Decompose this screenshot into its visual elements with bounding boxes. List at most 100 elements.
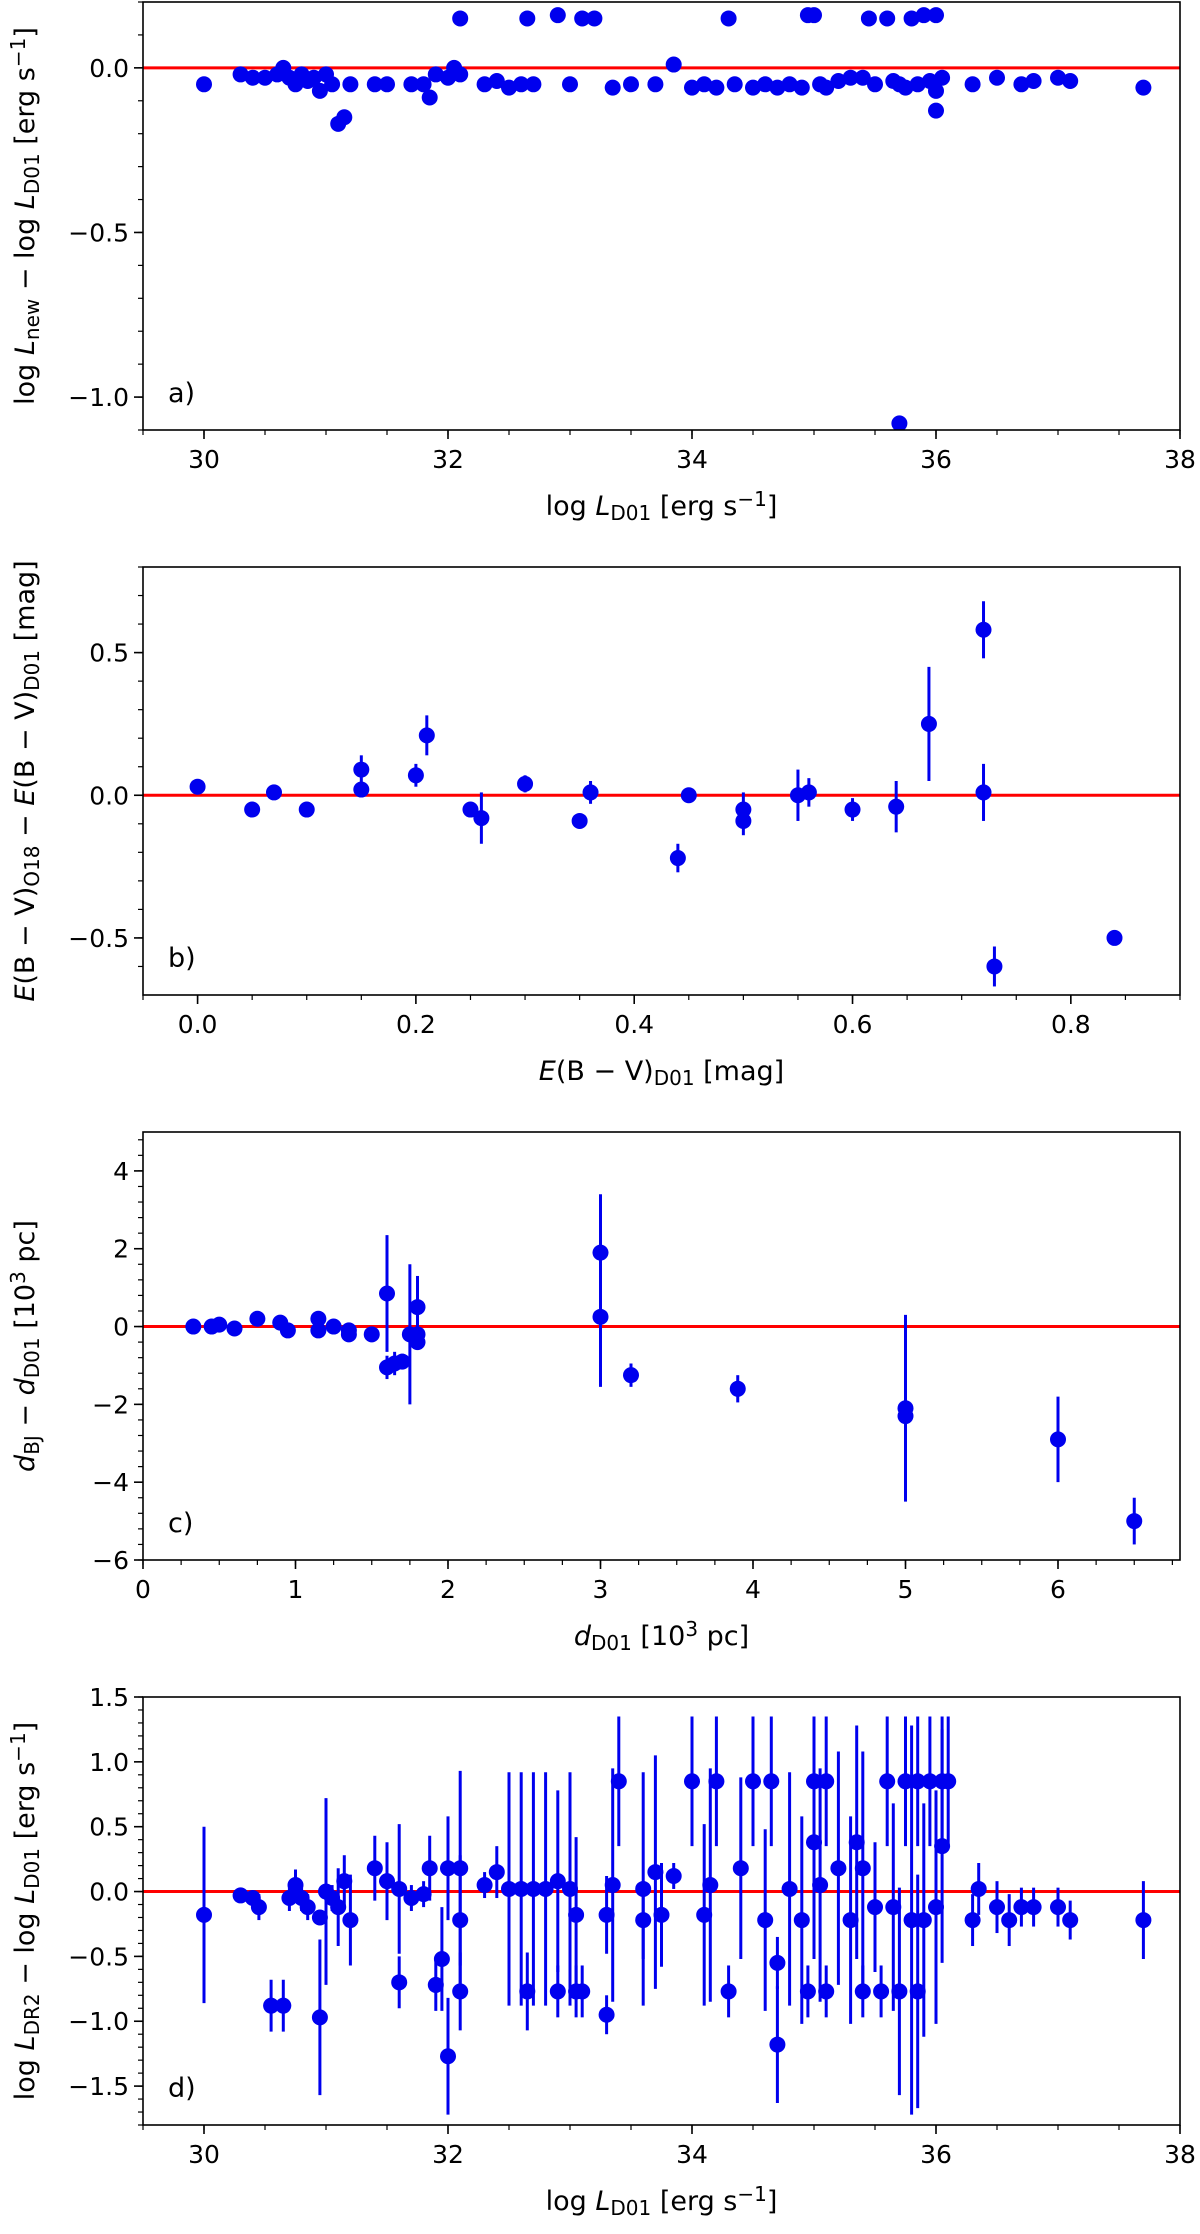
data-point <box>427 1976 444 1993</box>
data-point <box>391 1974 408 1991</box>
data-point <box>745 1773 761 1790</box>
y-tick-label: 0.0 <box>89 781 129 810</box>
data-point <box>897 1408 914 1425</box>
data-point <box>571 812 588 829</box>
label-part-sub2: D01 <box>20 650 44 691</box>
data-point <box>244 801 261 818</box>
label-part-post: [erg s <box>10 67 41 153</box>
label-part-sup: −1 <box>6 38 30 67</box>
x-tick-label: 36 <box>920 2140 952 2169</box>
data-point <box>421 89 438 106</box>
y-tick-label: −1.0 <box>68 383 129 412</box>
label-part-post: [erg s <box>10 1762 41 1848</box>
x-tick-label: 2 <box>440 1575 456 1604</box>
x-axis-label: E(B − V)D01 [mag] <box>539 1056 784 1090</box>
data-point <box>909 76 926 93</box>
data-point <box>562 76 578 93</box>
data-point <box>975 784 992 801</box>
data-point <box>989 69 1005 86</box>
y-tick-label: 0.0 <box>89 54 129 83</box>
y-tick-label: −4 <box>92 1468 129 1497</box>
data-point <box>793 1912 810 1929</box>
x-tick-label: 30 <box>188 445 220 474</box>
data-point <box>1106 929 1123 946</box>
data-point <box>574 10 591 27</box>
data-point <box>311 1909 328 1926</box>
label-part-sub2: D01 <box>20 1848 44 1889</box>
x-tick-label: 0.8 <box>1051 1010 1091 1039</box>
data-point <box>366 1860 383 1877</box>
data-point <box>421 1860 438 1877</box>
data-point <box>446 59 463 76</box>
data-point <box>897 1773 914 1790</box>
data-point <box>665 1867 682 1884</box>
label-part-post: [mag] <box>695 1056 785 1087</box>
data-point <box>1126 1513 1143 1530</box>
data-points <box>196 1716 1152 2115</box>
data-point <box>311 82 328 99</box>
data-point <box>537 1880 554 1897</box>
data-point <box>1025 73 1042 90</box>
data-point <box>517 775 534 792</box>
label-part-sub: BJ <box>20 1435 44 1455</box>
data-point <box>729 1380 746 1397</box>
data-point <box>592 1308 609 1325</box>
data-point <box>781 76 798 93</box>
data-point <box>920 715 937 732</box>
data-points <box>196 7 1152 430</box>
label-part-pre: log <box>10 355 41 405</box>
data-point <box>986 958 1003 975</box>
data-point <box>732 1860 749 1877</box>
label-part-post: [10 <box>632 1621 685 1652</box>
label-part-paren2: (B − V) <box>10 691 41 789</box>
data-point <box>867 1899 883 1916</box>
label-part-end: ] <box>767 2186 778 2217</box>
y-tick-label: −1.0 <box>68 2007 129 2036</box>
y-axis-label: log LDR2 − log LD01 [erg s−1] <box>6 1722 44 2100</box>
x-tick-label: 0.2 <box>396 1010 436 1039</box>
data-point <box>409 1334 426 1351</box>
data-point <box>806 7 822 24</box>
data-point <box>211 1316 228 1333</box>
y-axis-label: E(B − V)O18 − E(B − V)D01 [mag] <box>10 560 44 1001</box>
data-point <box>684 79 700 96</box>
data-point <box>891 415 908 430</box>
data-point <box>409 1299 426 1316</box>
panel-label: a) <box>168 378 195 409</box>
data-point <box>769 1954 786 1971</box>
data-point <box>244 69 261 86</box>
data-point <box>915 7 932 24</box>
y-tick-label: −0.5 <box>68 1942 129 1971</box>
label-part-var: d <box>10 1454 41 1472</box>
data-point <box>928 102 944 119</box>
data-point <box>623 76 639 93</box>
x-tick-label: 0.6 <box>833 1010 873 1039</box>
data-point <box>1013 76 1030 93</box>
data-point <box>1050 1899 1066 1916</box>
data-point <box>340 1326 357 1343</box>
plot-frame <box>142 1131 1181 1561</box>
data-points <box>189 601 1123 987</box>
data-point <box>232 1887 249 1904</box>
data-point <box>769 2036 786 2053</box>
x-tick-label: 6 <box>1050 1575 1066 1604</box>
data-point <box>336 109 353 126</box>
label-part-paren: (B − V) <box>10 887 41 985</box>
x-axis-label: dD01 [103 pc] <box>574 1617 749 1655</box>
data-point <box>653 1906 670 1923</box>
x-tick-label: 1 <box>288 1575 304 1604</box>
label-part-post: [erg s <box>651 2186 737 2217</box>
data-point <box>403 1890 420 1907</box>
data-point <box>1062 73 1079 90</box>
y-tick-label: 4 <box>113 1157 129 1186</box>
y-tick-label: 0 <box>113 1313 129 1342</box>
data-point <box>799 1983 816 2000</box>
data-point <box>311 2009 328 2026</box>
data-point <box>513 1880 530 1897</box>
label-part-sub2: D01 <box>20 153 44 194</box>
data-point <box>1025 1899 1042 1916</box>
data-point <box>1062 1912 1079 1929</box>
data-point <box>781 1880 798 1897</box>
panel-label: c) <box>168 1508 193 1539</box>
